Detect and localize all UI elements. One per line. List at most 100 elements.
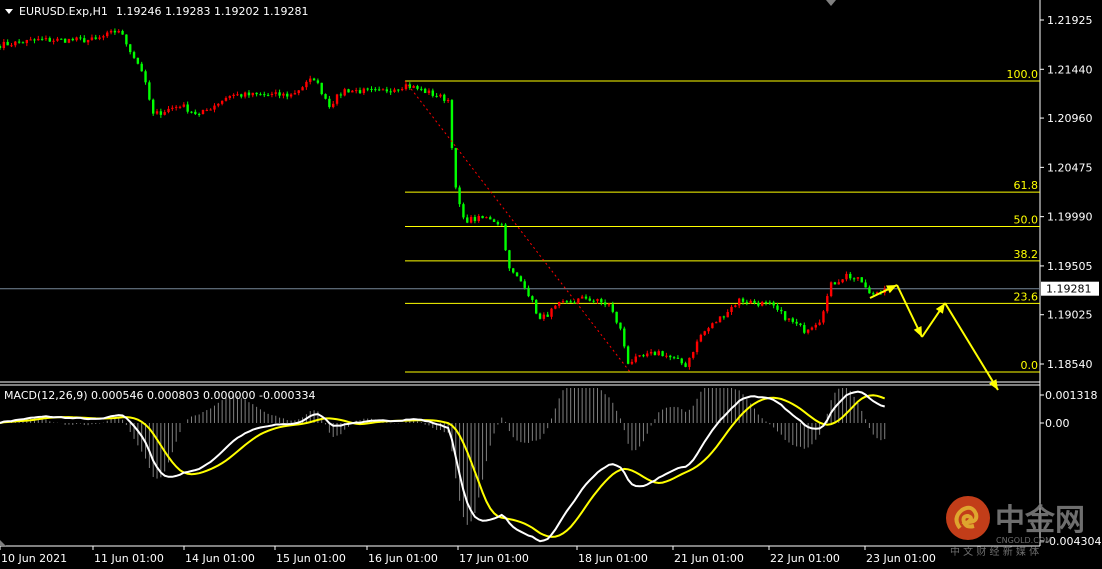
candle-body <box>343 89 346 96</box>
price-axis[interactable]: 1.21925 1.21440 1.20960 1.20475 1.19990 1.195… <box>1040 14 1093 371</box>
time-tick-label: 18 Jun 01:00 <box>578 552 648 565</box>
candle-body <box>783 311 787 320</box>
candle-body <box>780 309 783 312</box>
candle-body <box>40 38 44 40</box>
fibonacci-trend-line[interactable] <box>404 80 631 373</box>
candle-body <box>864 282 867 288</box>
candle-body <box>48 38 51 42</box>
candle-body <box>167 108 170 113</box>
candle-body <box>33 39 36 41</box>
candle-body <box>328 98 331 108</box>
candle-body <box>580 296 584 299</box>
candle-body <box>102 36 105 38</box>
candle-body <box>799 323 802 326</box>
candle-body <box>420 88 423 90</box>
candle-body <box>109 30 113 33</box>
candle-body <box>806 329 810 333</box>
time-tick-label: 10 Jun 2021 <box>1 552 67 565</box>
projection-arrows[interactable] <box>869 284 999 391</box>
candle-body <box>737 298 741 306</box>
candle-body <box>473 216 477 222</box>
candle-body <box>98 37 101 39</box>
candle-body <box>860 277 863 283</box>
fib-level-label: 100.0 <box>1007 68 1039 81</box>
candle-body <box>707 328 710 332</box>
macd-tick-label: 0.001318 <box>1045 389 1098 402</box>
candle-body <box>404 84 408 90</box>
candle-body <box>623 328 626 347</box>
candle-body <box>791 318 795 322</box>
candle-body <box>695 341 699 353</box>
candle-body <box>573 302 576 304</box>
candle-body <box>787 318 791 320</box>
time-tick-label: 21 Jun 01:00 <box>674 552 744 565</box>
candle-body <box>52 40 55 42</box>
candle-body <box>213 105 216 110</box>
candle-body <box>155 111 159 114</box>
arrow-head-icon <box>989 379 998 390</box>
candle-body <box>86 39 90 43</box>
candle-body <box>335 94 339 104</box>
candle-body <box>803 325 806 333</box>
time-axis[interactable]: 10 Jun 2021 11 Jun 01:00 14 Jun 01:00 15 Ju… <box>0 546 936 565</box>
candle-body <box>531 296 534 300</box>
dropdown-triangle-icon[interactable] <box>5 9 13 14</box>
time-tick-label: 11 Jun 01:00 <box>94 552 164 565</box>
projection-arrow-line[interactable] <box>944 302 999 391</box>
candle-body <box>435 95 438 97</box>
candle-body <box>163 112 166 115</box>
candle-body <box>324 94 327 99</box>
candle-body <box>845 273 848 280</box>
candle-body <box>833 282 837 285</box>
fibonacci-retracement[interactable]: 100.0 61.8 50.0 38.2 23.6 0.0 <box>405 68 1040 373</box>
cngold-watermark: 中金网 CNGOLD.COM 中 文 财 经 新 媒 体 <box>946 496 1085 558</box>
candle-body <box>121 30 124 35</box>
candle-body <box>71 38 74 41</box>
candle-body <box>462 204 465 218</box>
candle-body <box>358 90 362 94</box>
candle-body <box>412 86 415 88</box>
candle-body <box>90 37 94 40</box>
candle-body <box>159 111 163 115</box>
candle-body <box>489 217 492 220</box>
candle-body <box>715 322 718 324</box>
chart-shift-marker-icon[interactable] <box>826 0 836 6</box>
candle-body <box>251 92 254 96</box>
candle-body <box>37 38 40 41</box>
candle-body <box>21 42 25 44</box>
candle-body <box>584 296 588 299</box>
current-price-label: 1.19281 <box>1046 283 1092 296</box>
candle-body <box>527 287 530 297</box>
candle-body <box>596 299 599 301</box>
candle-body <box>29 39 32 41</box>
candle-body <box>0 46 2 49</box>
candle-body <box>826 296 829 312</box>
arrow-head-icon <box>886 285 897 294</box>
candle-body <box>190 111 193 113</box>
candle-body <box>856 277 860 279</box>
candle-body <box>550 308 553 317</box>
candle-body <box>634 356 637 362</box>
candle-body <box>841 279 844 283</box>
candle-body <box>450 100 454 149</box>
current-price-box <box>1041 281 1099 296</box>
candle-body <box>868 287 871 294</box>
candle-body <box>117 30 120 33</box>
time-tick-label: 16 Jun 01:00 <box>368 552 438 565</box>
candle-body <box>240 94 243 97</box>
candle-body <box>75 37 78 41</box>
candle-body <box>416 86 419 89</box>
candle-body <box>79 37 82 39</box>
candle-body <box>504 224 507 251</box>
candle-body <box>619 322 622 329</box>
watermark-tagline: 中 文 财 经 新 媒 体 <box>950 545 1039 558</box>
ohlc-label: 1.19246 1.19283 1.19202 1.19281 <box>116 5 308 18</box>
candle-body <box>680 358 683 364</box>
candle-body <box>224 97 228 101</box>
candle-body <box>423 88 427 94</box>
candle-body <box>734 305 737 307</box>
candle-body <box>278 92 281 96</box>
candle-body <box>186 104 189 112</box>
candle-body <box>538 313 542 319</box>
